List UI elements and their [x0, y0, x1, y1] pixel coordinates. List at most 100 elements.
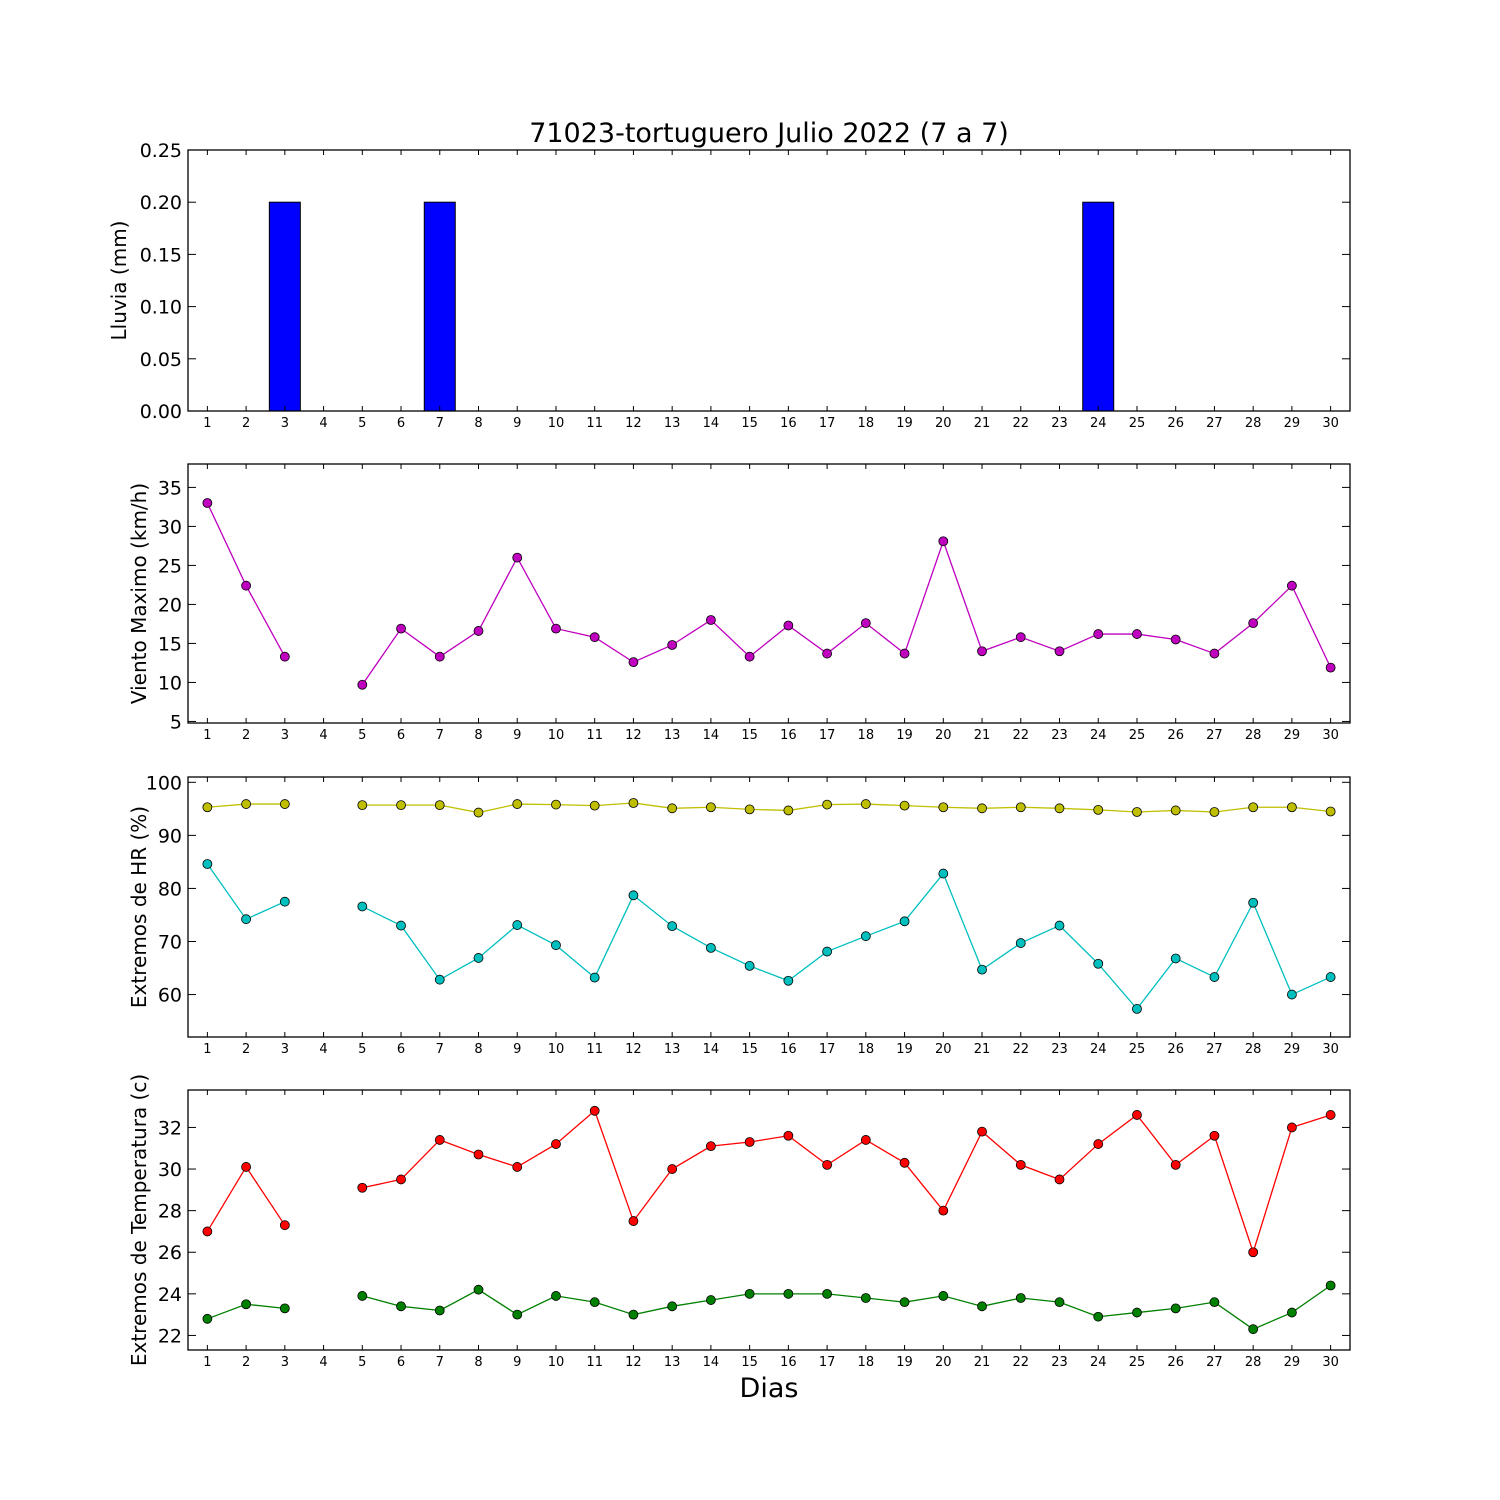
x-tick-label: 26	[1167, 416, 1184, 431]
y-tick-label: 32	[158, 1117, 182, 1139]
y-tick-label: 90	[158, 825, 182, 847]
x-tick-label: 24	[1090, 728, 1107, 743]
data-point	[434, 1305, 445, 1316]
x-tick-label: 4	[319, 1355, 327, 1370]
data-point	[1170, 953, 1181, 964]
data-point	[783, 1130, 794, 1141]
series-line	[362, 1109, 1331, 1255]
data-point	[473, 953, 484, 963]
x-tick-label: 8	[474, 416, 482, 431]
data-point	[706, 802, 716, 813]
data-point	[1248, 802, 1259, 813]
data-point	[589, 972, 600, 983]
x-tick-label: 28	[1245, 416, 1262, 431]
data-point	[860, 1293, 871, 1303]
x-tick-label: 21	[974, 728, 991, 743]
x-tick-label: 14	[703, 728, 720, 743]
x-tick-label: 19	[896, 728, 913, 743]
data-point	[938, 868, 949, 879]
x-tick-label: 22	[1012, 1042, 1029, 1057]
x-tick-label: 1	[203, 1355, 211, 1370]
data-point	[357, 679, 368, 690]
data-point	[279, 896, 290, 907]
y-tick-label: 35	[158, 477, 182, 499]
x-tick-label: 14	[703, 1042, 720, 1057]
data-point	[1209, 972, 1220, 982]
data-point	[1170, 1303, 1181, 1314]
series-line	[362, 872, 1331, 1010]
axes-frame	[187, 1089, 1351, 1351]
x-tick-label: 2	[242, 728, 250, 743]
series-line	[362, 802, 1331, 814]
data-point	[241, 1299, 252, 1310]
x-tick-label: 26	[1167, 1042, 1184, 1057]
data-point	[1287, 802, 1297, 813]
x-tick-label: 4	[319, 728, 327, 743]
data-point	[241, 1162, 252, 1172]
x-tick-label: 28	[1245, 728, 1262, 743]
y-tick-label: 80	[158, 878, 182, 900]
data-point	[1093, 804, 1104, 815]
data-point	[434, 800, 445, 811]
x-tick-label: 23	[1051, 1355, 1068, 1370]
data-point	[1209, 1130, 1220, 1141]
data-point	[1287, 989, 1297, 1000]
data-point	[1132, 629, 1142, 639]
data-point	[1248, 897, 1259, 908]
x-tick-label: 16	[780, 1355, 797, 1370]
data-point	[822, 1288, 832, 1299]
data-point	[473, 1284, 484, 1295]
y-tick-label: 20	[158, 594, 182, 616]
data-point	[1015, 938, 1026, 948]
y-tick-label: 28	[158, 1201, 182, 1223]
x-tick-label: 9	[513, 728, 521, 743]
x-tick-label: 30	[1322, 416, 1339, 431]
x-tick-label: 23	[1051, 1042, 1068, 1057]
x-tick-label: 29	[1284, 1042, 1301, 1057]
data-point	[473, 807, 484, 818]
chart-title: 71023-tortuguero Julio 2022 (7 a 7)	[529, 118, 1009, 149]
data-point	[1015, 1293, 1026, 1303]
x-tick-label: 17	[819, 728, 836, 743]
y-tick-label: 70	[158, 931, 182, 953]
data-point	[628, 1309, 639, 1320]
x-tick-label: 20	[935, 1355, 952, 1370]
x-tick-label: 18	[858, 1042, 875, 1057]
data-point	[1093, 629, 1104, 639]
x-tick-label: 19	[896, 416, 913, 431]
data-point	[860, 931, 871, 942]
x-tick-label: 13	[664, 1355, 681, 1370]
x-tick-label: 11	[586, 1042, 603, 1057]
x-tick-label: 20	[935, 416, 952, 431]
x-tick-label: 7	[436, 1355, 444, 1370]
x-tick-label: 24	[1090, 416, 1107, 431]
bar	[423, 201, 456, 412]
bar	[1082, 201, 1115, 412]
x-tick-label: 28	[1245, 1355, 1262, 1370]
data-point	[1054, 920, 1065, 931]
x-tick-label: 8	[474, 1042, 482, 1057]
bar	[268, 201, 301, 412]
data-point	[1248, 1324, 1259, 1335]
x-tick-label: 22	[1012, 728, 1029, 743]
data-point	[1287, 1307, 1297, 1318]
data-point	[1054, 1174, 1065, 1185]
x-tick-label: 7	[436, 1042, 444, 1057]
data-point	[706, 942, 716, 953]
data-point	[783, 805, 794, 816]
x-tick-label: 10	[548, 1355, 565, 1370]
data-point	[899, 916, 910, 927]
data-point	[1248, 1247, 1259, 1258]
data-point	[1170, 805, 1181, 816]
data-point	[1093, 1311, 1104, 1322]
y-axis-label: Extremos de HR (%)	[127, 806, 151, 1008]
data-point	[1287, 1122, 1297, 1133]
y-tick-label: 30	[158, 516, 182, 538]
x-tick-label: 12	[625, 1355, 642, 1370]
y-tick-label: 24	[158, 1284, 182, 1306]
y-tick-label: 0.05	[140, 349, 182, 371]
x-tick-label: 16	[780, 1042, 797, 1057]
y-tick-label: 100	[146, 772, 182, 794]
data-point	[396, 920, 406, 931]
x-tick-label: 2	[242, 416, 250, 431]
